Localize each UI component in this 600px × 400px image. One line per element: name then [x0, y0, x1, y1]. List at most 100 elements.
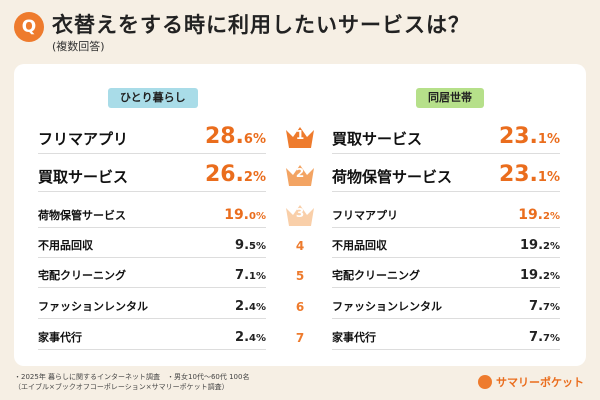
service-label: ファッションレンタル	[332, 300, 442, 313]
rank-number: 2	[295, 166, 305, 180]
service-label: 不用品回収	[332, 239, 387, 252]
value-decimal: 1%	[537, 170, 560, 185]
group-label-single: ひとり暮らし	[108, 88, 198, 108]
service-label: フリマアプリ	[332, 209, 398, 222]
row-divider	[332, 227, 560, 228]
rank-marker: 3	[282, 198, 318, 228]
value-integer: 9.	[235, 238, 250, 253]
rank-number: 5	[295, 269, 305, 283]
percent-value: 9.5%	[235, 238, 266, 253]
rank-number: 3	[295, 206, 305, 220]
rank-marker: 2	[282, 158, 318, 188]
percent-value: 23.1%	[499, 162, 560, 187]
value-decimal: 2%	[543, 211, 560, 222]
value-decimal: 5%	[249, 241, 266, 252]
row-divider	[332, 349, 560, 350]
brand-logo: サマリーポケット	[478, 374, 584, 390]
value-decimal: 6%	[243, 132, 266, 147]
service-label: 不用品回収	[38, 239, 93, 252]
value-decimal: 2%	[543, 271, 560, 282]
value-decimal: 7%	[543, 302, 560, 313]
value-decimal: 1%	[537, 132, 560, 147]
table-row: 宅配クリーニング 7.1%	[38, 258, 266, 288]
value-integer: 26.	[204, 162, 244, 187]
service-label: 買取サービス	[38, 168, 129, 186]
table-row: 不用品回収 9.5%	[38, 228, 266, 258]
table-row: 宅配クリーニング 19.2%	[332, 258, 560, 288]
value-integer: 2.	[235, 299, 250, 314]
row-divider	[38, 349, 266, 350]
table-row: フリマアプリ 28.6%	[38, 120, 266, 154]
value-integer: 28.	[204, 124, 244, 149]
service-label: 荷物保管サービス	[38, 209, 126, 222]
rank-number: 6	[295, 300, 305, 314]
value-integer: 23.	[498, 162, 538, 187]
row-divider	[38, 191, 266, 192]
percent-value: 23.1%	[499, 124, 560, 149]
percent-value: 7.1%	[235, 268, 266, 283]
brand-name: サマリーポケット	[496, 376, 584, 389]
value-integer: 7.	[529, 330, 544, 345]
value-decimal: 1%	[249, 271, 266, 282]
value-decimal: 4%	[249, 333, 266, 344]
question-badge: Q	[14, 12, 44, 42]
row-divider	[38, 287, 266, 288]
table-row: 不用品回収 19.2%	[332, 228, 560, 258]
rank-number: 1	[295, 128, 305, 142]
brand-mark-icon	[478, 375, 492, 389]
footnote: ・2025年 暮らしに関するインターネット調査 ・男女10代〜60代 100名 …	[14, 372, 249, 392]
percent-value: 7.7%	[529, 330, 560, 345]
value-integer: 19.	[518, 207, 544, 223]
crown-icon	[286, 127, 314, 148]
value-integer: 23.	[498, 124, 538, 149]
percent-value: 19.2%	[520, 268, 560, 283]
percent-value: 7.7%	[529, 299, 560, 314]
value-decimal: 0%	[249, 211, 266, 222]
service-label: 買取サービス	[332, 130, 423, 148]
value-integer: 19.	[519, 238, 544, 253]
group-label-family: 同居世帯	[416, 88, 484, 108]
row-divider	[332, 287, 560, 288]
footnote-line-2: （エイブル×ブックオフコーポレーション×サマリーポケット調査）	[14, 383, 229, 391]
percent-value: 19.0%	[224, 207, 266, 223]
table-row: フリマアプリ 19.2%	[332, 198, 560, 228]
table-row: ファッションレンタル 2.4%	[38, 289, 266, 319]
table-row: 家事代行 2.4%	[38, 320, 266, 350]
percent-value: 2.4%	[235, 330, 266, 345]
row-divider	[332, 257, 560, 258]
service-label: ファッションレンタル	[38, 300, 148, 313]
page-subtitle: (複数回答)	[52, 40, 105, 53]
row-divider	[38, 318, 266, 319]
value-integer: 19.	[224, 207, 250, 223]
value-integer: 2.	[235, 330, 250, 345]
rank-marker: 1	[282, 120, 318, 150]
rank-marker: 7	[282, 320, 318, 350]
value-integer: 7.	[529, 299, 544, 314]
value-integer: 7.	[235, 268, 250, 283]
table-row: 荷物保管サービス 23.1%	[332, 158, 560, 192]
service-label: フリマアプリ	[38, 130, 129, 148]
rank-marker: 6	[282, 289, 318, 319]
page-title: 衣替えをする時に利用したいサービスは？	[52, 13, 470, 37]
row-divider	[38, 153, 266, 154]
service-label: 家事代行	[38, 331, 82, 344]
row-divider	[332, 153, 560, 154]
table-row: 買取サービス 26.2%	[38, 158, 266, 192]
row-divider	[332, 191, 560, 192]
percent-value: 19.2%	[518, 207, 560, 223]
row-divider	[332, 318, 560, 319]
crown-icon	[286, 165, 314, 186]
percent-value: 26.2%	[205, 162, 266, 187]
table-row: ファッションレンタル 7.7%	[332, 289, 560, 319]
value-decimal: 2%	[543, 241, 560, 252]
row-divider	[38, 257, 266, 258]
rank-number: 4	[295, 239, 305, 253]
rank-marker: 4	[282, 228, 318, 258]
value-decimal: 7%	[543, 333, 560, 344]
value-decimal: 2%	[243, 170, 266, 185]
percent-value: 28.6%	[205, 124, 266, 149]
table-row: 家事代行 7.7%	[332, 320, 560, 350]
table-row: 買取サービス 23.1%	[332, 120, 560, 154]
table-row: 荷物保管サービス 19.0%	[38, 198, 266, 228]
row-divider	[38, 227, 266, 228]
